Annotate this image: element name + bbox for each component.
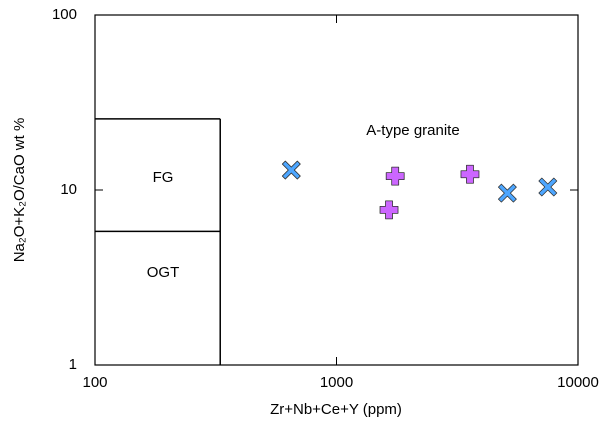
field-label: A-type granite <box>366 122 459 139</box>
field-label: OGT <box>147 264 180 281</box>
y-tick-label: 1 <box>69 356 77 373</box>
x-axis-title: Zr+Nb+Ce+Y (ppm) <box>270 401 402 418</box>
data-point <box>385 166 405 186</box>
data-point <box>379 200 399 220</box>
y-axis-title: Na₂O+K₂O/CaO wt % <box>11 118 28 263</box>
y-tick-label: 100 <box>52 6 77 23</box>
data-point <box>460 164 480 184</box>
data-point <box>497 183 517 203</box>
y-tick-label: 10 <box>60 181 77 198</box>
x-tick-label: 10000 <box>557 374 599 391</box>
data-point <box>538 177 558 197</box>
data-point <box>281 160 301 180</box>
x-tick-label: 100 <box>82 374 107 391</box>
x-tick-label: 1000 <box>320 374 353 391</box>
field-label: FG <box>153 169 174 186</box>
